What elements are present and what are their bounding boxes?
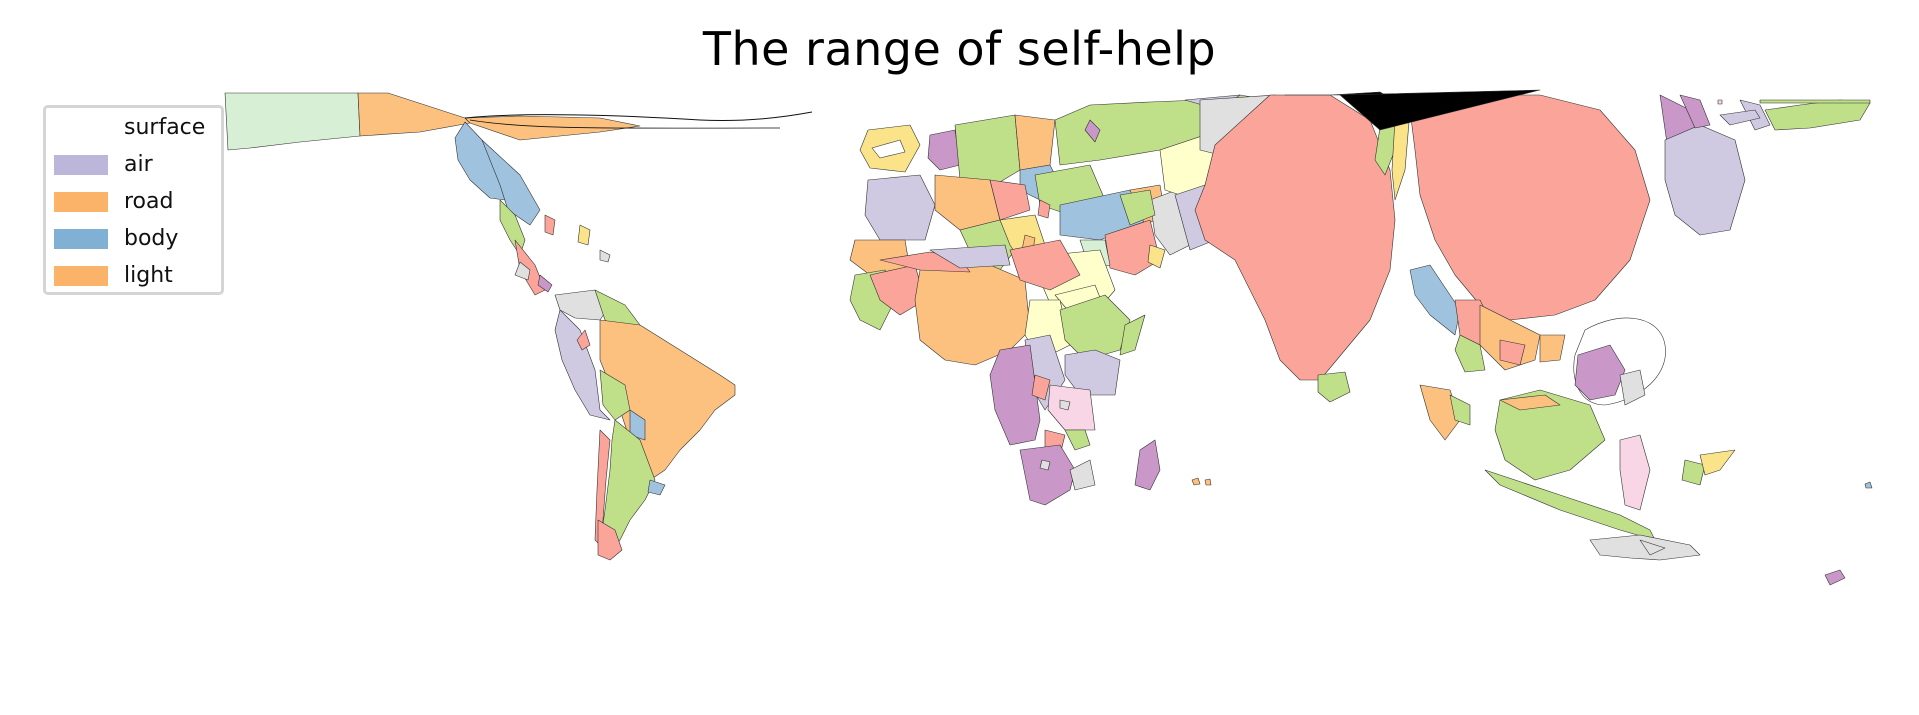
region-indonesia-borneo [1494, 389, 1606, 481]
region-germany [934, 174, 1001, 231]
region-ecuador-peru [554, 309, 611, 421]
region-paraguay [629, 409, 646, 441]
legend-swatch-light [54, 266, 108, 286]
region-philippines [1574, 344, 1626, 401]
region-canada-central [357, 92, 471, 137]
region-madagascar [1134, 439, 1161, 491]
region-myanmar [1409, 264, 1461, 336]
region-korea [1664, 124, 1746, 236]
region-finland [1014, 114, 1056, 171]
legend-swatch-road [54, 192, 108, 212]
legend-label-light: light [124, 263, 173, 288]
region-canada-arctic [464, 115, 641, 141]
region-drc [989, 344, 1041, 446]
region-poland [989, 179, 1031, 221]
region-canada-west [224, 92, 361, 151]
legend-label-body: body [124, 226, 179, 251]
region-afghan [1119, 189, 1156, 226]
region-far-east-green [1764, 99, 1871, 131]
region-laos [1539, 334, 1566, 363]
region-france [864, 174, 936, 241]
region-indonesia-sumatra [1499, 394, 1561, 411]
region-southern-africa [1019, 444, 1076, 506]
legend-item-body: body [46, 225, 224, 253]
region-scandinavia [954, 114, 1021, 186]
region-sri-lanka [1317, 371, 1351, 403]
legend-swatch-air [54, 155, 108, 175]
region-arctic-lines [464, 111, 813, 122]
region-mozambique [1064, 429, 1091, 451]
region-kenya [1064, 349, 1121, 396]
legend-label-road: road [124, 189, 174, 214]
region-algeria [1009, 239, 1081, 291]
legend-swatch-surface [54, 118, 108, 138]
region-uk [927, 129, 961, 171]
legend-item-surface: surface [46, 114, 224, 142]
region-india [1194, 94, 1396, 381]
region-tanzania [1047, 384, 1096, 431]
legend-label-surface: surface [124, 115, 206, 140]
region-china [1409, 94, 1651, 321]
legend: surface air road body light [43, 105, 224, 295]
legend-label-air: air [124, 152, 153, 177]
region-ethiopia [1059, 294, 1131, 361]
region-uruguay [647, 479, 666, 496]
region-somalia [1119, 314, 1146, 356]
legend-item-light: light [46, 262, 224, 290]
legend-item-road: road [46, 188, 224, 216]
region-nigeria [914, 264, 1031, 366]
legend-swatch-body [54, 229, 108, 249]
region-patagonia [597, 519, 623, 561]
region-malaysia [1419, 384, 1461, 441]
region-bolivia [599, 369, 631, 421]
region-black-wedge [1339, 89, 1541, 131]
region-sahara [929, 244, 1011, 269]
legend-item-air: air [46, 151, 224, 179]
region-new-zealand [1824, 569, 1846, 586]
map-title: The range of self-help [702, 22, 1217, 76]
region-cambodia [1454, 334, 1486, 373]
region-usa-body [481, 139, 541, 226]
